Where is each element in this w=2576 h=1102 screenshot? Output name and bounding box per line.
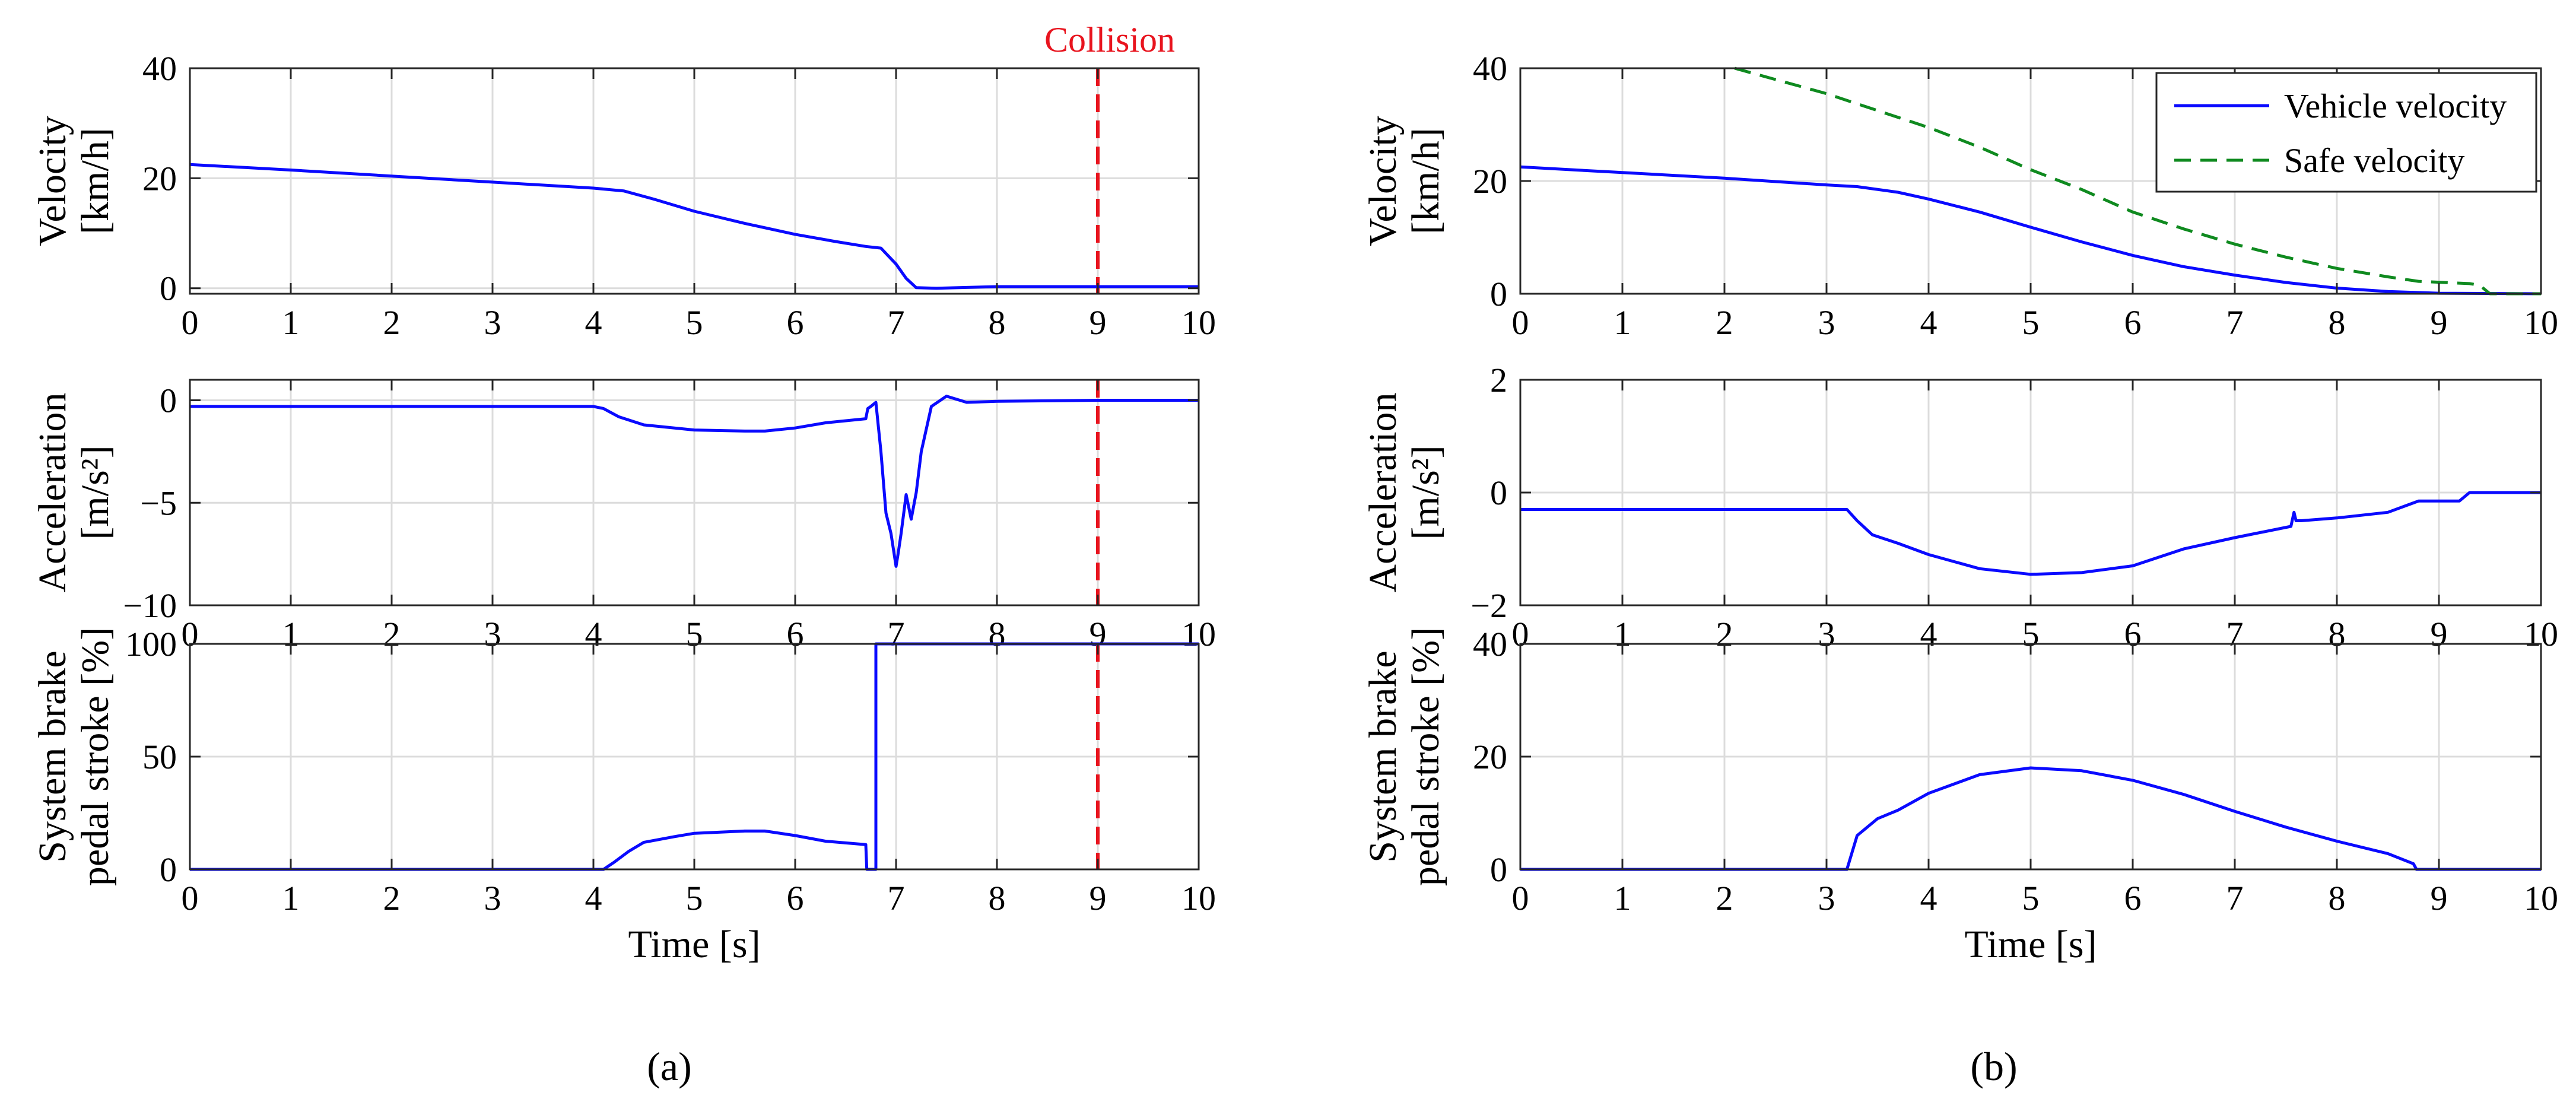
x-tick-label: 5 <box>686 879 703 917</box>
x-tick-label: 10 <box>2524 879 2558 917</box>
x-tick-label: 10 <box>2524 303 2558 342</box>
y-tick-label: 0 <box>1490 474 1507 512</box>
y-tick-label: 20 <box>1473 162 1507 201</box>
y-tick-label: 0 <box>160 269 177 308</box>
y-tick-label: 0 <box>1490 275 1507 313</box>
x-tick-label: 9 <box>2431 879 2448 917</box>
y-tick-label: 40 <box>1473 625 1507 663</box>
x-tick-label: 4 <box>1920 303 1937 342</box>
x-tick-label: 8 <box>989 303 1006 342</box>
x-tick-label: 6 <box>2124 879 2142 917</box>
x-tick-label: 10 <box>1181 303 1216 342</box>
legend: Vehicle velocity Safe velocity <box>2155 72 2537 193</box>
x-tick-label: 9 <box>1090 879 1107 917</box>
y-axis-label: System brakepedal stroke [%] <box>1361 627 1447 886</box>
x-tick-label: 7 <box>2226 303 2244 342</box>
x-tick-label: 0 <box>182 303 199 342</box>
subplot-a-velocity: Collision 0 1 2 3 4 5 6 7 8 9 10 0 20 40 Velocity[km/h] <box>31 20 1216 342</box>
x-tick-label: 0 <box>1512 303 1529 342</box>
series-line-vehicle-velocity <box>1520 165 2542 296</box>
x-tick-label: 2 <box>383 879 401 917</box>
x-tick-label: 2 <box>1716 879 1733 917</box>
series-line-vehicle-velocity <box>189 163 1199 290</box>
x-tick-label: 3 <box>484 303 501 342</box>
collision-label: Collision <box>1044 20 1175 59</box>
x-tick-label: 8 <box>2329 303 2346 342</box>
x-tick-label: 5 <box>686 303 703 342</box>
y-axis-label: System brakepedal stroke [%] <box>31 627 117 886</box>
legend-label: Safe velocity <box>2284 141 2464 180</box>
y-tick-label: 100 <box>125 625 177 663</box>
y-tick-label: 20 <box>142 159 177 198</box>
x-tick-label: 3 <box>484 879 501 917</box>
x-tick-label: 6 <box>787 303 804 342</box>
x-tick-label: 4 <box>1920 879 1937 917</box>
x-tick-label: 2 <box>1716 303 1733 342</box>
panel-label-b: (b) <box>1970 1044 2017 1089</box>
x-tick-label: 7 <box>888 303 905 342</box>
x-tick-label: 6 <box>2124 303 2142 342</box>
x-tick-label: 9 <box>1090 303 1107 342</box>
series-line-brake-pedal-stroke <box>1520 766 2541 871</box>
x-tick-label: 4 <box>585 303 602 342</box>
x-tick-label: 1 <box>1614 303 1631 342</box>
x-tick-label: 10 <box>1181 879 1216 917</box>
series-line-vehicle-acceleration <box>1520 491 2541 576</box>
panel-label-a: (a) <box>647 1044 691 1089</box>
x-tick-label: 7 <box>2226 879 2244 917</box>
x-tick-label: 3 <box>1818 879 1835 917</box>
y-axis-label: Acceleration[m/s²] <box>1361 392 1447 592</box>
series-line-vehicle-acceleration <box>190 395 1199 568</box>
x-tick-label: 4 <box>585 879 602 917</box>
x-tick-label: 9 <box>2431 303 2448 342</box>
legend-box <box>2155 72 2537 193</box>
x-axis-label: Time [s] <box>1964 923 2097 966</box>
y-tick-label: 0 <box>1490 850 1507 889</box>
x-tick-label: 3 <box>1818 303 1835 342</box>
x-tick-label: 5 <box>2022 879 2040 917</box>
x-tick-label: 7 <box>888 879 905 917</box>
y-tick-label: −5 <box>140 484 177 522</box>
x-tick-label: 1 <box>1614 879 1631 917</box>
x-tick-label: 8 <box>989 879 1006 917</box>
x-tick-label: 8 <box>2329 879 2346 917</box>
y-tick-label: 20 <box>1473 738 1507 776</box>
y-axis-label: Acceleration[m/s²] <box>31 392 117 592</box>
y-tick-label: 40 <box>1473 49 1507 88</box>
x-tick-label: 1 <box>282 879 300 917</box>
x-tick-label: 1 <box>282 303 300 342</box>
x-tick-label: 0 <box>1512 879 1529 917</box>
x-tick-label: 6 <box>787 879 804 917</box>
y-tick-label: −10 <box>123 586 177 625</box>
x-tick-label: 5 <box>2022 303 2040 342</box>
y-axis-label: Velocity[km/h] <box>1361 116 1447 246</box>
y-tick-label: 0 <box>160 850 177 889</box>
y-axis-label: Velocity[km/h] <box>31 116 117 246</box>
x-axis-label: Time [s] <box>628 923 760 966</box>
subplot-b-velocity: 0 1 2 3 4 5 6 7 8 9 10 0 20 40 Velocity[km/h] Vehicle v… <box>1361 49 2558 342</box>
series-line-safe-velocity <box>1734 66 2541 296</box>
y-tick-label: 50 <box>142 738 177 776</box>
x-tick-label: 2 <box>383 303 401 342</box>
subplot-b-brake: 0 1 2 3 4 5 6 7 8 9 10 0 20 40 System brakepedal strok… <box>1361 625 2558 966</box>
x-tick-label: 0 <box>182 879 199 917</box>
legend-label: Vehicle velocity <box>2284 87 2507 125</box>
y-tick-label: 2 <box>1490 361 1507 399</box>
y-tick-label: −2 <box>1470 586 1507 625</box>
y-tick-label: 0 <box>160 382 177 420</box>
y-tick-label: 40 <box>142 49 177 88</box>
